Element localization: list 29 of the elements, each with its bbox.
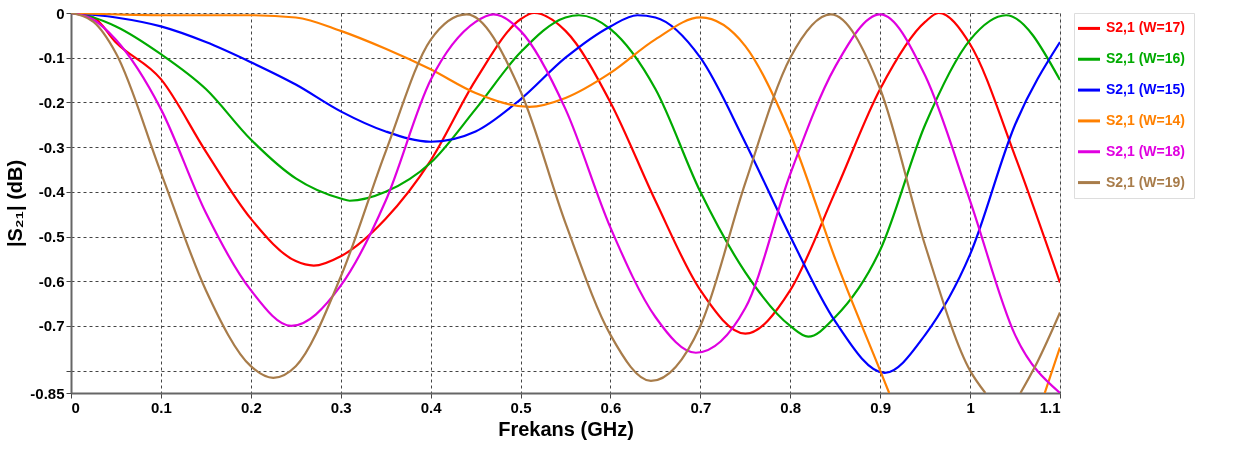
x-tick-label: 0.6	[600, 398, 622, 416]
x-tick-label: 1	[966, 398, 975, 416]
y-axis-title: |S₂₁| (dB)	[4, 159, 27, 248]
y-tick-label: -0.2	[38, 93, 65, 111]
legend-label: S2,1 (W=17)	[1106, 19, 1185, 36]
x-axis-title: Frekans (GHz)	[498, 417, 634, 440]
y-tick-label: -0.1	[38, 49, 65, 67]
y-tick-label: -0.6	[38, 272, 65, 290]
y-tick-label: 0	[56, 4, 65, 22]
x-tick-label: 1.1	[1039, 398, 1061, 416]
x-tick-label: 0.7	[690, 398, 712, 416]
y-tick-label: -0.85	[30, 384, 65, 402]
legend-label: S2,1 (W=15)	[1106, 81, 1185, 98]
x-tick-label: 0.8	[780, 398, 802, 416]
legend-label: S2,1 (W=18)	[1106, 142, 1185, 159]
legend-label: S2,1 (W=14)	[1106, 111, 1185, 128]
y-tick-label: -0.7	[38, 317, 65, 335]
y-tick-label: -0.4	[38, 183, 66, 201]
legend-label: S2,1 (W=19)	[1106, 173, 1185, 190]
x-tick-label: 0.3	[330, 398, 352, 416]
y-tick-label: -0.3	[38, 138, 65, 156]
x-tick-label: 0.2	[240, 398, 262, 416]
legend-label: S2,1 (W=16)	[1106, 50, 1185, 67]
x-tick-label: 0.5	[510, 398, 532, 416]
x-tick-label: 0.9	[870, 398, 892, 416]
x-tick-label: 0	[71, 398, 80, 416]
x-tick-label: 0.1	[150, 398, 172, 416]
x-tick-label: 0.4	[420, 398, 443, 416]
y-tick-label: -0.5	[38, 228, 65, 246]
